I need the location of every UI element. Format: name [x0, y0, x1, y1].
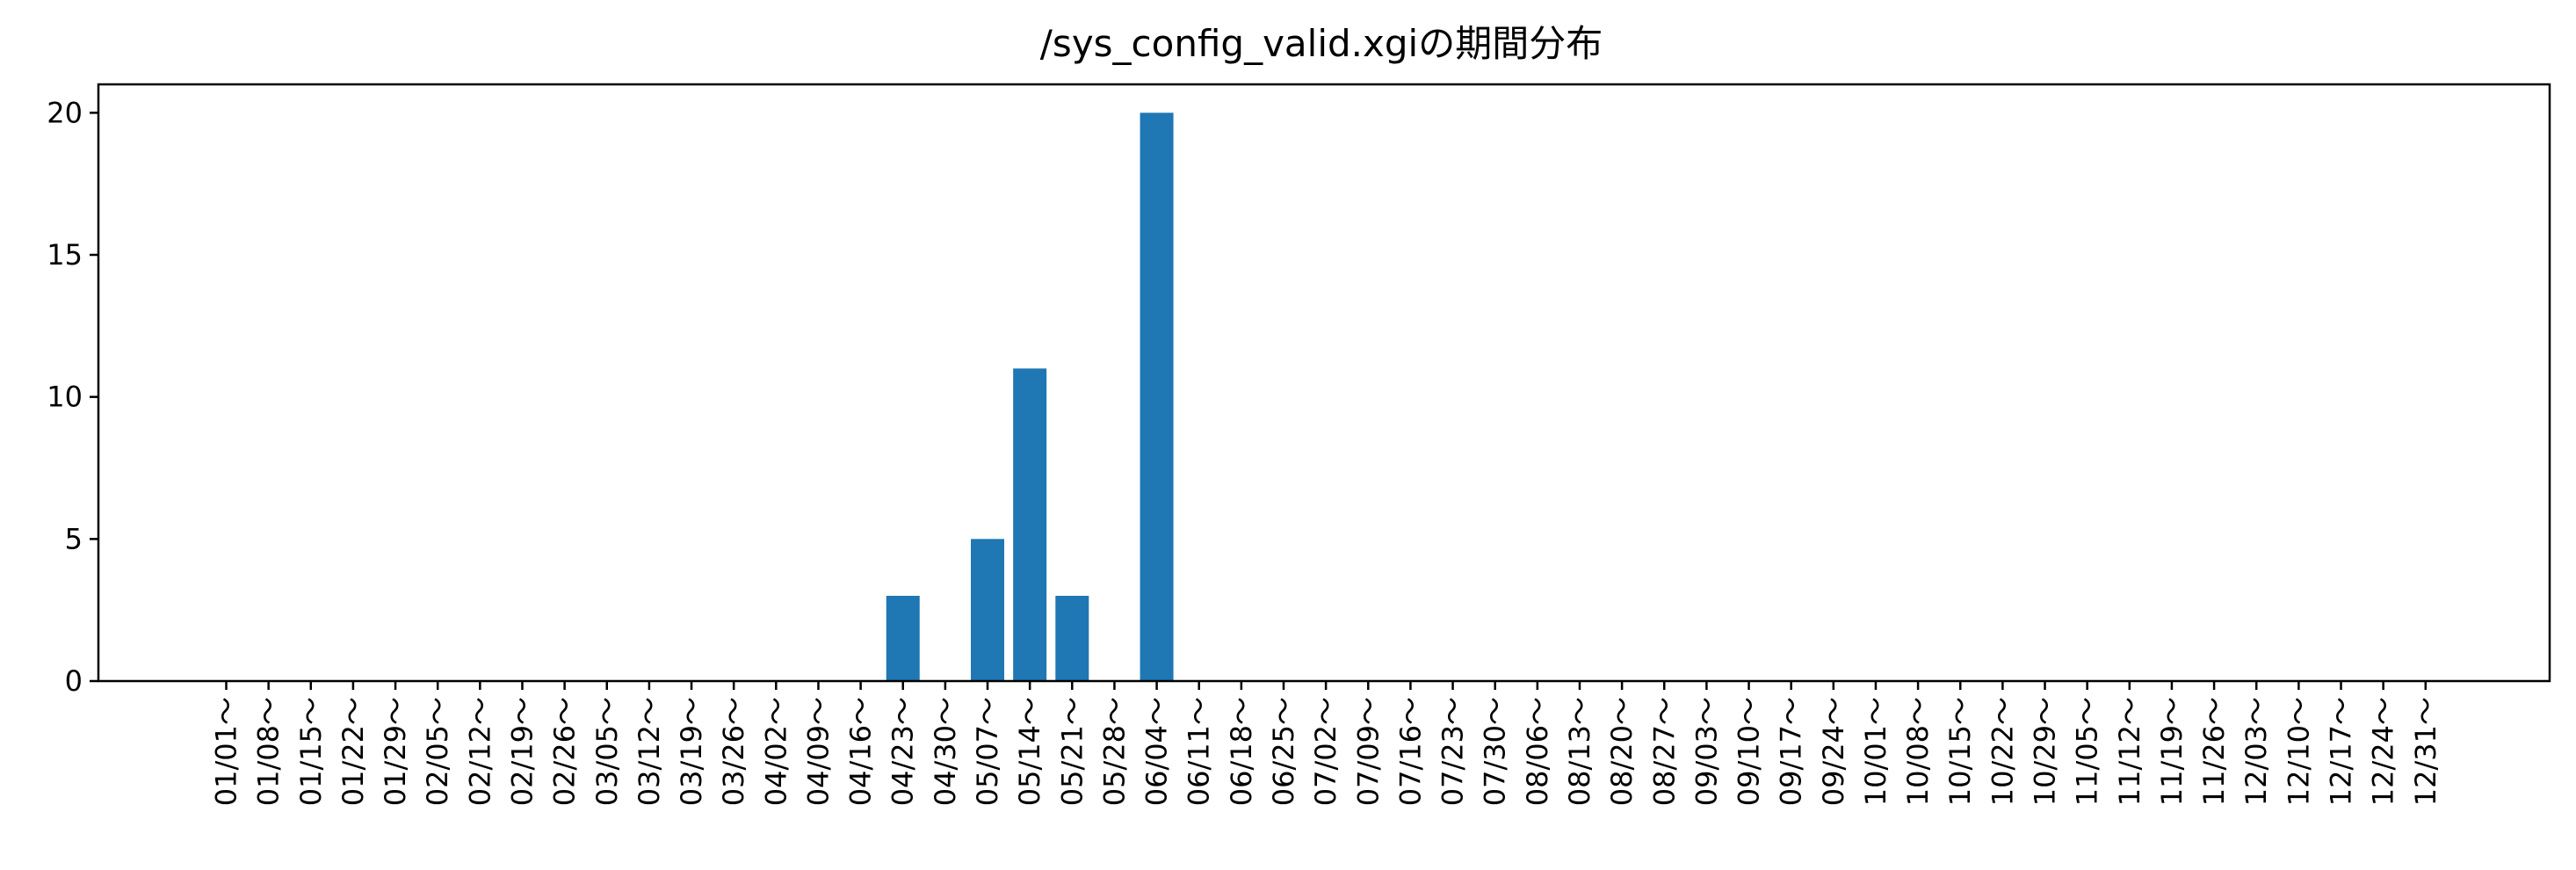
y-tick-label: 20 [47, 96, 83, 129]
x-tick-label: 12/17～ [2325, 697, 2358, 806]
x-tick-label: 05/21～ [1055, 697, 1089, 806]
bar-05/14～ [1013, 368, 1047, 681]
x-tick-label: 02/26～ [548, 697, 582, 806]
x-tick-label: 08/27～ [1647, 697, 1681, 806]
x-tick-label: 01/08～ [252, 697, 286, 806]
y-tick-label: 15 [47, 238, 83, 272]
x-tick-label: 11/05～ [2071, 697, 2104, 806]
x-axis: 01/01～ 01/08～ 01/15～ 01/22～ 01/29～ 02/05～ 02/1… [210, 681, 2442, 806]
x-tick-label: 01/22～ [336, 697, 370, 806]
bar-06/04～ [1140, 112, 1174, 681]
x-tick-label: 03/12～ [633, 697, 666, 806]
x-tick-label: 10/15～ [1943, 697, 1977, 806]
x-tick-label: 09/17～ [1775, 697, 1808, 806]
x-tick-label: 12/24～ [2367, 697, 2400, 806]
x-tick-label: 11/12～ [2113, 697, 2146, 806]
x-tick-label: 06/18～ [1225, 697, 1258, 806]
x-tick-label: 10/22～ [1986, 697, 2019, 806]
x-tick-label: 12/03～ [2240, 697, 2273, 806]
x-tick-label: 01/01～ [210, 697, 243, 806]
x-tick-label: 03/19～ [675, 697, 708, 806]
bar-05/21～ [1055, 596, 1089, 681]
x-tick-label: 04/09～ [801, 697, 835, 806]
x-tick-label: 02/05～ [421, 697, 454, 806]
x-tick-label: 10/01～ [1859, 697, 1892, 806]
x-tick-label: 04/02～ [759, 697, 792, 806]
x-tick-label: 08/20～ [1605, 697, 1639, 806]
x-tick-label: 09/03～ [1690, 697, 1723, 806]
x-tick-label: 04/16～ [844, 697, 878, 806]
x-tick-label: 11/26～ [2197, 697, 2231, 806]
x-tick-label: 07/16～ [1393, 697, 1427, 806]
bar-05/07～ [971, 539, 1005, 681]
y-tick-label: 0 [65, 664, 83, 698]
x-tick-label: 07/09～ [1351, 697, 1385, 806]
x-tick-label: 04/23～ [886, 697, 920, 806]
x-tick-label: 08/13～ [1563, 697, 1596, 806]
x-tick-label: 06/04～ [1140, 697, 1174, 806]
chart-title: /sys_config_valid.xgiの期間分布 [1040, 22, 1603, 65]
x-tick-label: 10/08～ [1901, 697, 1935, 806]
x-tick-label: 11/19～ [2155, 697, 2189, 806]
plot-frame [97, 83, 2551, 683]
x-tick-label: 05/07～ [971, 697, 1004, 806]
x-tick-label: 06/25～ [1267, 697, 1300, 806]
x-tick-label: 05/28～ [1097, 697, 1131, 806]
x-tick-label: 12/31～ [2409, 697, 2442, 806]
x-tick-label: 03/26～ [717, 697, 750, 806]
x-tick-label: 12/10～ [2282, 697, 2315, 806]
x-tick-label: 09/10～ [1733, 697, 1766, 806]
bars-group [886, 112, 1174, 681]
x-tick-label: 02/12～ [463, 697, 496, 806]
x-tick-label: 07/02～ [1309, 697, 1342, 806]
x-tick-label: 03/05～ [590, 697, 624, 806]
x-tick-label: 07/30～ [1479, 697, 1512, 806]
x-tick-label: 02/19～ [505, 697, 539, 806]
x-tick-label: 04/30～ [929, 697, 962, 806]
x-tick-label: 05/14～ [1013, 697, 1046, 806]
x-tick-label: 01/29～ [379, 697, 412, 806]
y-tick-label: 10 [47, 381, 83, 414]
y-axis: 0 5 10 15 20 [47, 96, 98, 698]
x-tick-label: 09/24～ [1817, 697, 1850, 806]
x-tick-label: 01/15～ [294, 697, 328, 806]
bar-04/23～ [886, 596, 920, 681]
x-tick-label: 08/06～ [1521, 697, 1554, 806]
x-tick-label: 06/11～ [1183, 697, 1216, 806]
x-tick-label: 07/23～ [1436, 697, 1470, 806]
y-tick-label: 5 [65, 522, 83, 555]
x-tick-label: 10/29～ [2029, 697, 2062, 806]
